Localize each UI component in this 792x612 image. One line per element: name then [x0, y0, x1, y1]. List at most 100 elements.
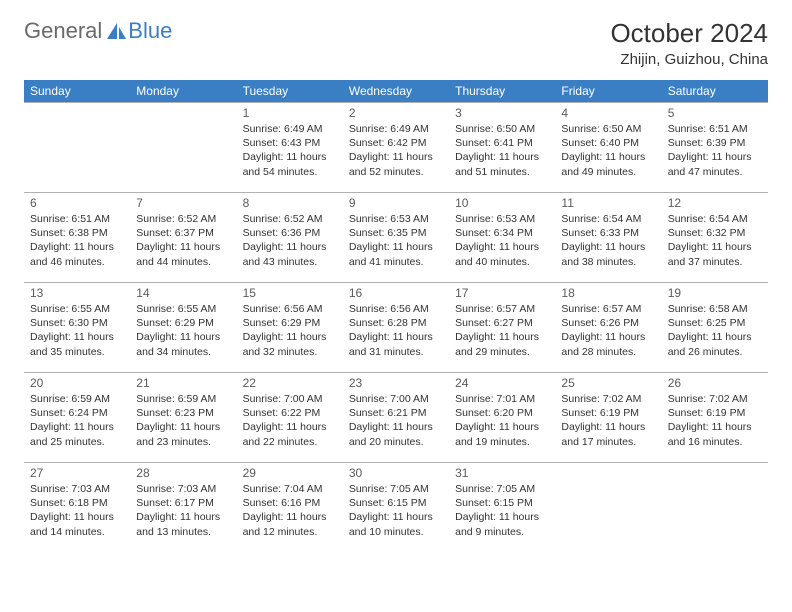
- calendar-week-row: 27Sunrise: 7:03 AMSunset: 6:18 PMDayligh…: [24, 463, 768, 553]
- day-number: 22: [243, 376, 337, 390]
- day-number: 4: [561, 106, 655, 120]
- day-number: 21: [136, 376, 230, 390]
- calendar-day-cell: 13 Sunrise: 6:55 AMSunset: 6:30 PMDayligh…: [24, 283, 130, 373]
- calendar-day-cell: 7 Sunrise: 6:52 AMSunset: 6:37 PMDaylight…: [130, 193, 236, 283]
- day-info: Sunrise: 7:04 AMSunset: 6:16 PMDaylight:…: [243, 482, 337, 539]
- weekday-header: Sunday: [24, 80, 130, 103]
- calendar-day-cell: 16 Sunrise: 6:56 AMSunset: 6:28 PMDayligh…: [343, 283, 449, 373]
- calendar-week-row: 13 Sunrise: 6:55 AMSunset: 6:30 PMDayligh…: [24, 283, 768, 373]
- logo: General Blue: [24, 18, 172, 44]
- day-info: Sunrise: 6:51 AMSunset: 6:39 PMDaylight:…: [668, 122, 762, 179]
- day-number: 10: [455, 196, 549, 210]
- day-number: 13: [30, 286, 124, 300]
- calendar-day-cell: 22 Sunrise: 7:00 AMSunset: 6:22 PMDayligh…: [237, 373, 343, 463]
- header: General Blue October 2024 Zhijin, Guizho…: [24, 18, 768, 68]
- logo-text-b: Blue: [128, 18, 172, 44]
- logo-sail-icon: [106, 22, 128, 40]
- day-info: Sunrise: 6:50 AMSunset: 6:41 PMDaylight:…: [455, 122, 549, 179]
- day-info: Sunrise: 6:56 AMSunset: 6:29 PMDaylight:…: [243, 302, 337, 359]
- day-info: Sunrise: 7:02 AMSunset: 6:19 PMDaylight:…: [561, 392, 655, 449]
- calendar-day-cell: [130, 103, 236, 193]
- day-info: Sunrise: 6:53 AMSunset: 6:35 PMDaylight:…: [349, 212, 443, 269]
- weekday-header-row: Sunday Monday Tuesday Wednesday Thursday…: [24, 80, 768, 103]
- day-info: Sunrise: 6:52 AMSunset: 6:36 PMDaylight:…: [243, 212, 337, 269]
- weekday-header: Thursday: [449, 80, 555, 103]
- calendar-day-cell: 23 Sunrise: 7:00 AMSunset: 6:21 PMDayligh…: [343, 373, 449, 463]
- title-block: October 2024 Zhijin, Guizhou, China: [610, 18, 768, 68]
- day-number: 2: [349, 106, 443, 120]
- day-number: 1: [243, 106, 337, 120]
- calendar-day-cell: 18 Sunrise: 6:57 AMSunset: 6:26 PMDayligh…: [555, 283, 661, 373]
- day-info: Sunrise: 7:00 AMSunset: 6:22 PMDaylight:…: [243, 392, 337, 449]
- calendar-day-cell: 25 Sunrise: 7:02 AMSunset: 6:19 PMDayligh…: [555, 373, 661, 463]
- day-number: 7: [136, 196, 230, 210]
- day-number: 11: [561, 196, 655, 210]
- day-number: 15: [243, 286, 337, 300]
- calendar-week-row: 6Sunrise: 6:51 AMSunset: 6:38 PMDaylight…: [24, 193, 768, 283]
- day-info: Sunrise: 6:59 AMSunset: 6:24 PMDaylight:…: [30, 392, 124, 449]
- calendar-day-cell: [24, 103, 130, 193]
- day-info: Sunrise: 6:52 AMSunset: 6:37 PMDaylight:…: [136, 212, 230, 269]
- day-info: Sunrise: 6:51 AMSunset: 6:38 PMDaylight:…: [30, 212, 124, 269]
- day-info: Sunrise: 6:59 AMSunset: 6:23 PMDaylight:…: [136, 392, 230, 449]
- calendar-day-cell: 31Sunrise: 7:05 AMSunset: 6:15 PMDayligh…: [449, 463, 555, 553]
- calendar-day-cell: 21 Sunrise: 6:59 AMSunset: 6:23 PMDayligh…: [130, 373, 236, 463]
- calendar-day-cell: 10 Sunrise: 6:53 AMSunset: 6:34 PMDayligh…: [449, 193, 555, 283]
- calendar-day-cell: 24 Sunrise: 7:01 AMSunset: 6:20 PMDayligh…: [449, 373, 555, 463]
- day-number: 25: [561, 376, 655, 390]
- day-info: Sunrise: 7:00 AMSunset: 6:21 PMDaylight:…: [349, 392, 443, 449]
- calendar-day-cell: 19 Sunrise: 6:58 AMSunset: 6:25 PMDayligh…: [662, 283, 768, 373]
- day-info: Sunrise: 6:54 AMSunset: 6:33 PMDaylight:…: [561, 212, 655, 269]
- calendar-day-cell: 20 Sunrise: 6:59 AMSunset: 6:24 PMDayligh…: [24, 373, 130, 463]
- weekday-header: Wednesday: [343, 80, 449, 103]
- day-number: 17: [455, 286, 549, 300]
- calendar-day-cell: [555, 463, 661, 553]
- day-info: Sunrise: 6:53 AMSunset: 6:34 PMDaylight:…: [455, 212, 549, 269]
- day-number: 20: [30, 376, 124, 390]
- calendar-day-cell: 12 Sunrise: 6:54 AMSunset: 6:32 PMDayligh…: [662, 193, 768, 283]
- day-info: Sunrise: 6:55 AMSunset: 6:30 PMDaylight:…: [30, 302, 124, 359]
- day-info: Sunrise: 7:01 AMSunset: 6:20 PMDaylight:…: [455, 392, 549, 449]
- day-number: 26: [668, 376, 762, 390]
- calendar-day-cell: 29 Sunrise: 7:04 AMSunset: 6:16 PMDayligh…: [237, 463, 343, 553]
- day-info: Sunrise: 7:02 AMSunset: 6:19 PMDaylight:…: [668, 392, 762, 449]
- calendar-week-row: 1 Sunrise: 6:49 AMSunset: 6:43 PMDaylight…: [24, 103, 768, 193]
- day-number: 19: [668, 286, 762, 300]
- day-info: Sunrise: 6:58 AMSunset: 6:25 PMDaylight:…: [668, 302, 762, 359]
- calendar-day-cell: 28Sunrise: 7:03 AMSunset: 6:17 PMDayligh…: [130, 463, 236, 553]
- location: Zhijin, Guizhou, China: [610, 51, 768, 68]
- calendar-day-cell: 14Sunrise: 6:55 AMSunset: 6:29 PMDayligh…: [130, 283, 236, 373]
- day-number: 12: [668, 196, 762, 210]
- day-info: Sunrise: 6:50 AMSunset: 6:40 PMDaylight:…: [561, 122, 655, 179]
- day-info: Sunrise: 6:57 AMSunset: 6:26 PMDaylight:…: [561, 302, 655, 359]
- day-number: 30: [349, 466, 443, 480]
- calendar-day-cell: [662, 463, 768, 553]
- day-info: Sunrise: 6:55 AMSunset: 6:29 PMDaylight:…: [136, 302, 230, 359]
- day-info: Sunrise: 6:49 AMSunset: 6:43 PMDaylight:…: [243, 122, 337, 179]
- day-number: 23: [349, 376, 443, 390]
- calendar-day-cell: 8Sunrise: 6:52 AMSunset: 6:36 PMDaylight…: [237, 193, 343, 283]
- day-info: Sunrise: 6:57 AMSunset: 6:27 PMDaylight:…: [455, 302, 549, 359]
- day-number: 24: [455, 376, 549, 390]
- calendar-day-cell: 15 Sunrise: 6:56 AMSunset: 6:29 PMDayligh…: [237, 283, 343, 373]
- day-number: 5: [668, 106, 762, 120]
- calendar-day-cell: 30 Sunrise: 7:05 AMSunset: 6:15 PMDayligh…: [343, 463, 449, 553]
- calendar-day-cell: 1 Sunrise: 6:49 AMSunset: 6:43 PMDaylight…: [237, 103, 343, 193]
- day-info: Sunrise: 7:05 AMSunset: 6:15 PMDaylight:…: [455, 482, 549, 539]
- calendar-day-cell: 11 Sunrise: 6:54 AMSunset: 6:33 PMDayligh…: [555, 193, 661, 283]
- calendar-day-cell: 4 Sunrise: 6:50 AMSunset: 6:40 PMDaylight…: [555, 103, 661, 193]
- calendar-week-row: 20 Sunrise: 6:59 AMSunset: 6:24 PMDayligh…: [24, 373, 768, 463]
- calendar-table: Sunday Monday Tuesday Wednesday Thursday…: [24, 80, 768, 553]
- day-number: 27: [30, 466, 124, 480]
- logo-text-a: General: [24, 18, 102, 44]
- calendar-day-cell: 17 Sunrise: 6:57 AMSunset: 6:27 PMDayligh…: [449, 283, 555, 373]
- weekday-header: Saturday: [662, 80, 768, 103]
- day-info: Sunrise: 7:05 AMSunset: 6:15 PMDaylight:…: [349, 482, 443, 539]
- day-info: Sunrise: 6:56 AMSunset: 6:28 PMDaylight:…: [349, 302, 443, 359]
- day-number: 29: [243, 466, 337, 480]
- calendar-day-cell: 6Sunrise: 6:51 AMSunset: 6:38 PMDaylight…: [24, 193, 130, 283]
- weekday-header: Friday: [555, 80, 661, 103]
- day-info: Sunrise: 6:54 AMSunset: 6:32 PMDaylight:…: [668, 212, 762, 269]
- day-number: 16: [349, 286, 443, 300]
- day-number: 18: [561, 286, 655, 300]
